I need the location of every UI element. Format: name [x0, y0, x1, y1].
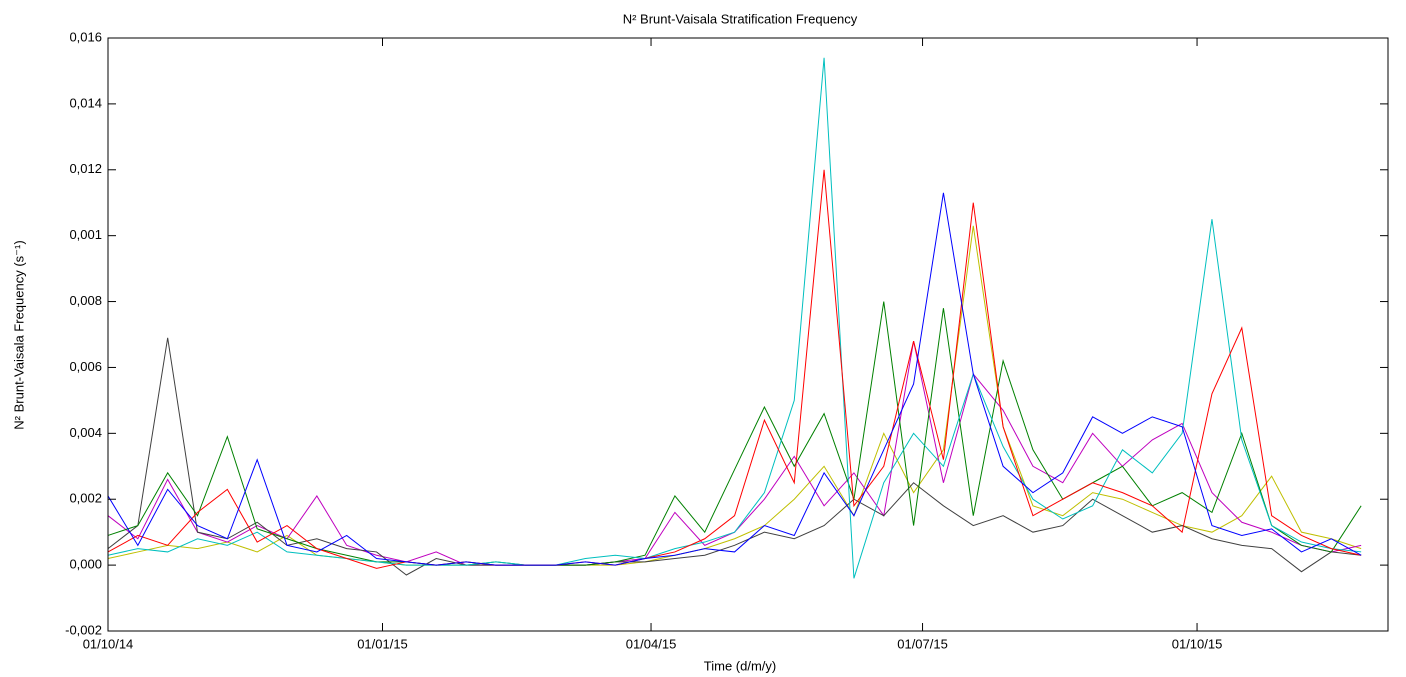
- y-tick-label: -0,002: [65, 622, 102, 637]
- chart-title: N² Brunt-Vaisala Stratification Frequenc…: [623, 11, 858, 26]
- x-tick-label: 01/01/15: [357, 636, 408, 651]
- y-tick-label: 0,006: [69, 359, 102, 374]
- y-tick-label: 0,002: [69, 491, 102, 506]
- y-tick-label: 0,000: [69, 557, 102, 572]
- x-tick-label: 01/04/15: [626, 636, 677, 651]
- x-tick-label: 01/10/14: [83, 636, 134, 651]
- y-tick-label: 0,014: [69, 95, 102, 110]
- series-line: [107, 169, 1362, 569]
- y-tick-label: 0,001: [69, 227, 102, 242]
- y-axis-label: N² Brunt-Vaisala Frequency (s⁻¹): [11, 240, 26, 429]
- y-tick-label: 0,016: [69, 29, 102, 44]
- y-tick-label: 0,012: [69, 161, 102, 176]
- y-tick-label: 0,008: [69, 293, 102, 308]
- series-line: [107, 57, 1362, 579]
- series-line: [107, 337, 1362, 576]
- plot-area: [107, 57, 1362, 579]
- axes-box: [107, 37, 1389, 632]
- series-line: [107, 192, 1362, 566]
- y-tick-label: 0,004: [69, 425, 102, 440]
- x-tick-label: 01/10/15: [1172, 636, 1223, 651]
- x-tick-label: 01/07/15: [897, 636, 948, 651]
- x-axis-label: Time (d/m/y): [704, 658, 776, 673]
